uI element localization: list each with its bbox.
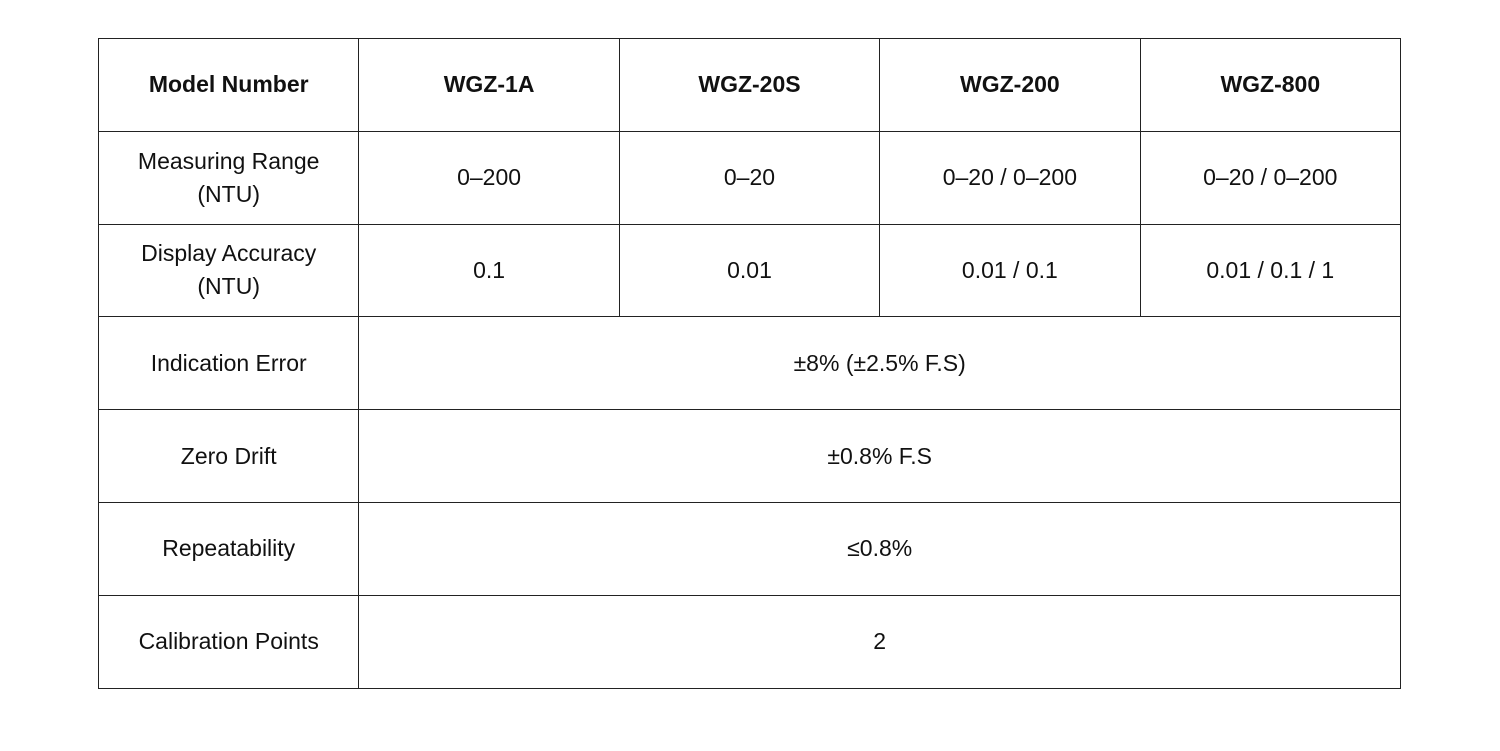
cell-text: ≤0.8%	[847, 535, 913, 562]
table-row: Repeatability ≤0.8%	[97, 501, 1401, 596]
table-cell: 0.1	[358, 223, 620, 318]
header-cell: WGZ-800	[1139, 38, 1402, 132]
row-label: Indication Error	[97, 316, 360, 411]
cell-text: Calibration Points	[138, 628, 319, 655]
cell-text: 0–20 / 0–200	[1203, 164, 1338, 191]
cell-text: 2	[873, 628, 887, 655]
cell-text: 0–20	[723, 164, 776, 191]
cell-text: ±8% (±2.5% F.S)	[793, 349, 966, 376]
header-cell: WGZ-20S	[618, 38, 881, 132]
cell-text: Zero Drift	[180, 442, 277, 469]
cell-text: 0–200	[457, 164, 522, 191]
table-cell: ≤0.8%	[358, 501, 1401, 596]
cell-text: Repeatability	[162, 535, 296, 562]
cell-text: Display Accuracy (NTU)	[141, 240, 317, 300]
row-label: Display Accuracy (NTU)	[97, 223, 360, 318]
table-cell: 0.01 / 0.1	[879, 223, 1141, 318]
cell-text: 0.1	[473, 256, 506, 283]
table-cell: 0–200	[358, 130, 620, 225]
header-cell: WGZ-200	[879, 38, 1141, 132]
table-row: Zero Drift ±0.8% F.S	[97, 409, 1401, 503]
table-row: Calibration Points 2	[97, 594, 1401, 689]
table-row: Display Accuracy (NTU) 0.1 0.01 0.01 / 0.1 0…	[97, 223, 1402, 318]
table-cell: 0–20 / 0–200	[1139, 130, 1402, 225]
header-cell: Model Number	[97, 38, 360, 132]
table-cell: 0–20 / 0–200	[879, 130, 1141, 225]
table-cell: ±8% (±2.5% F.S)	[358, 316, 1401, 411]
row-label: Measuring Range (NTU)	[97, 130, 360, 225]
cell-text: 0.01 / 0.1	[961, 256, 1058, 283]
row-label: Calibration Points	[97, 594, 360, 689]
cell-text: ±0.8% F.S	[827, 442, 933, 469]
table-cell: 0.01	[618, 223, 881, 318]
table-row: Indication Error ±8% (±2.5% F.S)	[97, 316, 1401, 411]
spec-table: Model Number WGZ-1A WGZ-20S WGZ-200 WGZ-800 …	[97, 38, 1402, 689]
header-row: Model Number WGZ-1A WGZ-20S WGZ-200 WGZ-800	[97, 38, 1402, 132]
row-label: Zero Drift	[97, 409, 360, 503]
table-row: Measuring Range (NTU) 0–200 0–20 0–20 / 0–2…	[97, 130, 1402, 225]
cell-text: 0.01 / 0.1 / 1	[1206, 256, 1335, 283]
table-cell: 0–20	[618, 130, 881, 225]
table-cell: 2	[358, 594, 1401, 689]
table-cell: ±0.8% F.S	[358, 409, 1401, 503]
table-cell: 0.01 / 0.1 / 1	[1139, 223, 1402, 318]
cell-text: 0.01	[727, 256, 772, 283]
row-label: Repeatability	[97, 501, 360, 596]
cell-text: Indication Error	[150, 349, 307, 376]
cell-text: 0–20 / 0–200	[942, 164, 1078, 191]
header-cell: WGZ-1A	[358, 38, 620, 132]
cell-text: Measuring Range (NTU)	[137, 147, 320, 207]
